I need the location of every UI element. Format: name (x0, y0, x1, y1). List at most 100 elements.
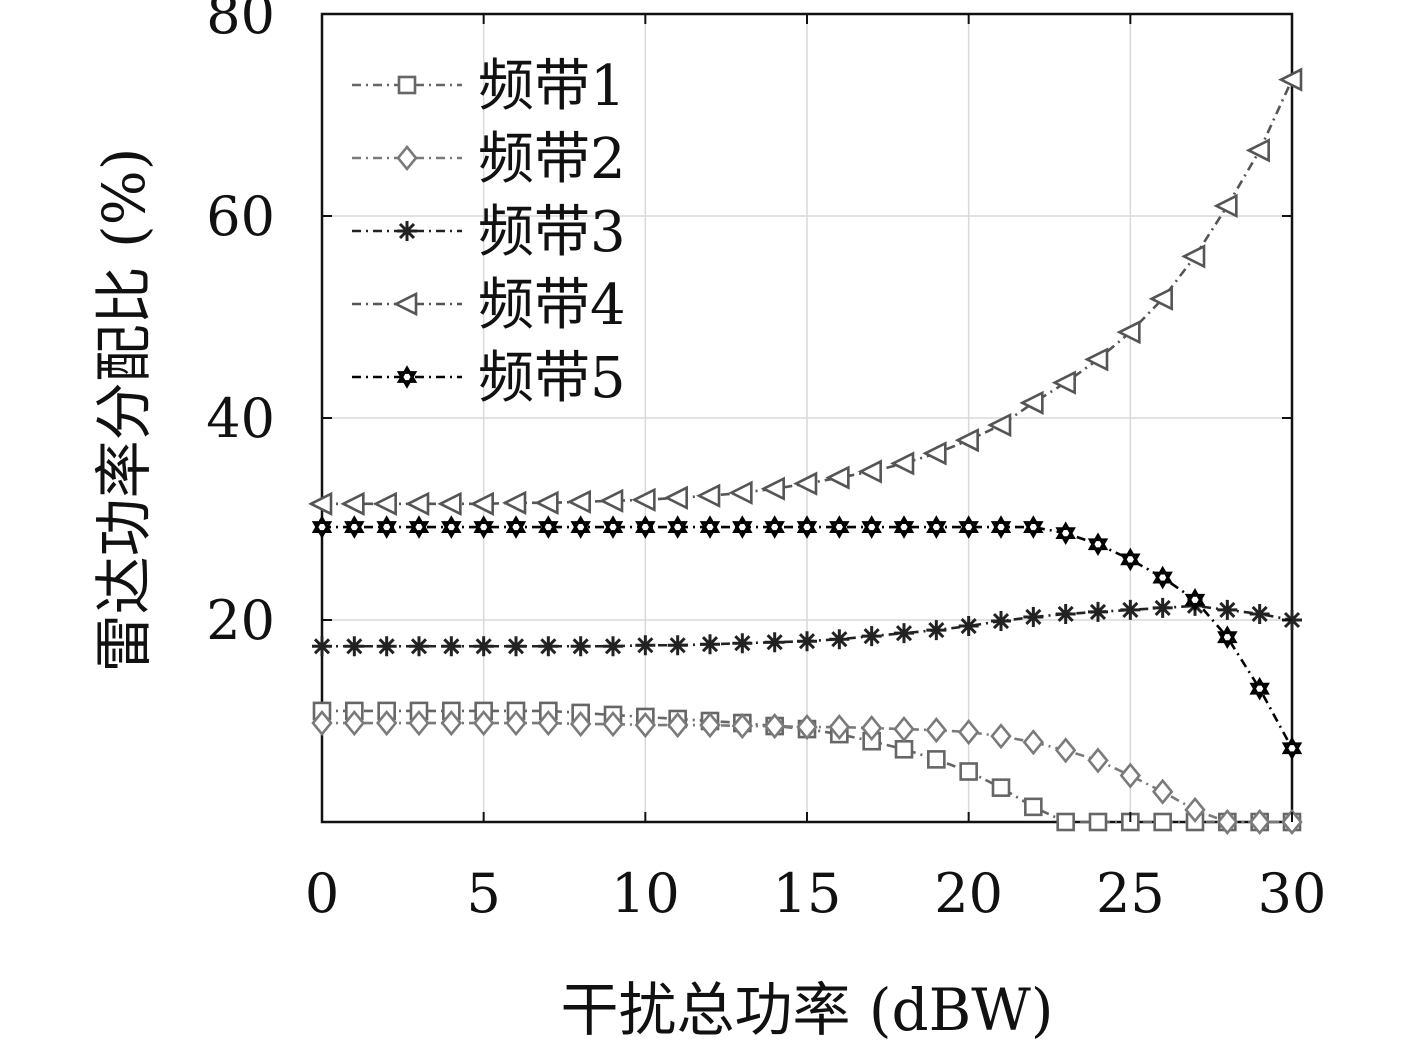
data-point (441, 636, 462, 657)
data-point (372, 491, 397, 516)
x-tick-label: 30 (1258, 862, 1327, 925)
data-point (893, 515, 915, 539)
data-point (1184, 796, 1206, 823)
data-point (1088, 601, 1108, 622)
data-point (603, 636, 623, 657)
y-axis-title: 雷达功率分配比 (%) (90, 148, 158, 673)
legend-entry-2: 频带2 (352, 127, 626, 192)
data-point (635, 515, 656, 539)
data-point (1022, 729, 1045, 756)
legend: 频带1 频带2 频带3 频带4 频带5 (352, 54, 626, 411)
data-point (1120, 599, 1141, 620)
data-point (1217, 625, 1238, 649)
data-point (599, 488, 624, 513)
data-point (469, 491, 494, 516)
series-3 (312, 595, 1302, 657)
data-point (1088, 812, 1108, 832)
data-point (667, 635, 688, 656)
data-point (1184, 587, 1206, 612)
data-point (699, 515, 721, 539)
data-point (700, 634, 720, 655)
data-point (376, 515, 397, 539)
data-point (732, 633, 753, 654)
data-point (828, 714, 851, 741)
data-point (602, 710, 624, 738)
data-point (728, 480, 753, 505)
data-point (861, 626, 882, 647)
data-point (1051, 370, 1076, 395)
series-4 (308, 67, 1303, 516)
data-point (1217, 599, 1238, 620)
data-point (1087, 532, 1109, 557)
data-point (1152, 565, 1173, 590)
data-point (376, 636, 397, 657)
data-point (796, 515, 818, 539)
data-point (926, 620, 947, 641)
data-point (991, 611, 1011, 632)
x-tick-label: 0 (305, 862, 339, 925)
data-point (1281, 736, 1303, 761)
y-tick-label: 80 (206, 0, 275, 46)
data-point (1055, 603, 1076, 624)
x-tick-label: 25 (1096, 862, 1165, 925)
legend-label: 频带1 (478, 54, 626, 119)
data-point (829, 629, 850, 650)
data-point (396, 144, 418, 172)
data-point (505, 515, 527, 539)
data-point (1185, 595, 1205, 616)
series-5 (311, 515, 1303, 761)
data-point (793, 471, 818, 496)
data-point (796, 714, 818, 741)
y-tick-label: 60 (206, 185, 275, 248)
x-axis-title: 干扰总功率 (dBW) (560, 976, 1053, 1044)
x-tick-label: 10 (611, 862, 680, 925)
x-tick-label: 15 (773, 862, 842, 925)
data-point (502, 490, 527, 515)
data-point (635, 635, 656, 656)
data-point (925, 717, 948, 744)
data-point (1278, 67, 1303, 92)
data-point (922, 441, 947, 466)
data-point (893, 716, 915, 743)
data-point (958, 515, 979, 539)
data-point (990, 515, 1012, 539)
data-point (1055, 521, 1076, 545)
data-point (437, 491, 462, 516)
data-point (1181, 244, 1206, 269)
data-point (538, 515, 559, 539)
data-point (987, 412, 1012, 438)
data-point (927, 750, 946, 769)
data-point (405, 491, 430, 516)
legend-entry-4: 频带4 (352, 273, 626, 338)
data-point (397, 221, 417, 241)
data-point (1116, 320, 1141, 345)
data-point (696, 483, 721, 508)
grid (322, 14, 1292, 822)
data-point (764, 515, 785, 539)
data-point (1023, 515, 1044, 539)
data-point (1023, 606, 1044, 627)
data-point (764, 632, 785, 653)
legend-label: 频带5 (478, 346, 626, 411)
data-point (408, 515, 430, 539)
data-point (760, 476, 785, 501)
data-point (860, 715, 883, 742)
data-point (894, 623, 914, 644)
data-point (631, 487, 656, 512)
legend-entry-5: 频带5 (352, 346, 626, 411)
data-point (506, 636, 526, 657)
legend-entry-1: 频带1 (352, 54, 626, 119)
data-point (375, 709, 398, 737)
data-point (959, 762, 978, 781)
data-point (1216, 808, 1239, 836)
data-point (340, 491, 365, 516)
data-point (1056, 812, 1075, 832)
data-point (473, 515, 494, 539)
data-point (1119, 762, 1142, 789)
data-point (396, 365, 418, 389)
x-tick-label: 5 (466, 862, 500, 925)
y-tick-label: 40 (206, 387, 275, 450)
data-point (1151, 778, 1174, 805)
data-point (825, 465, 850, 490)
data-point (1152, 597, 1173, 618)
